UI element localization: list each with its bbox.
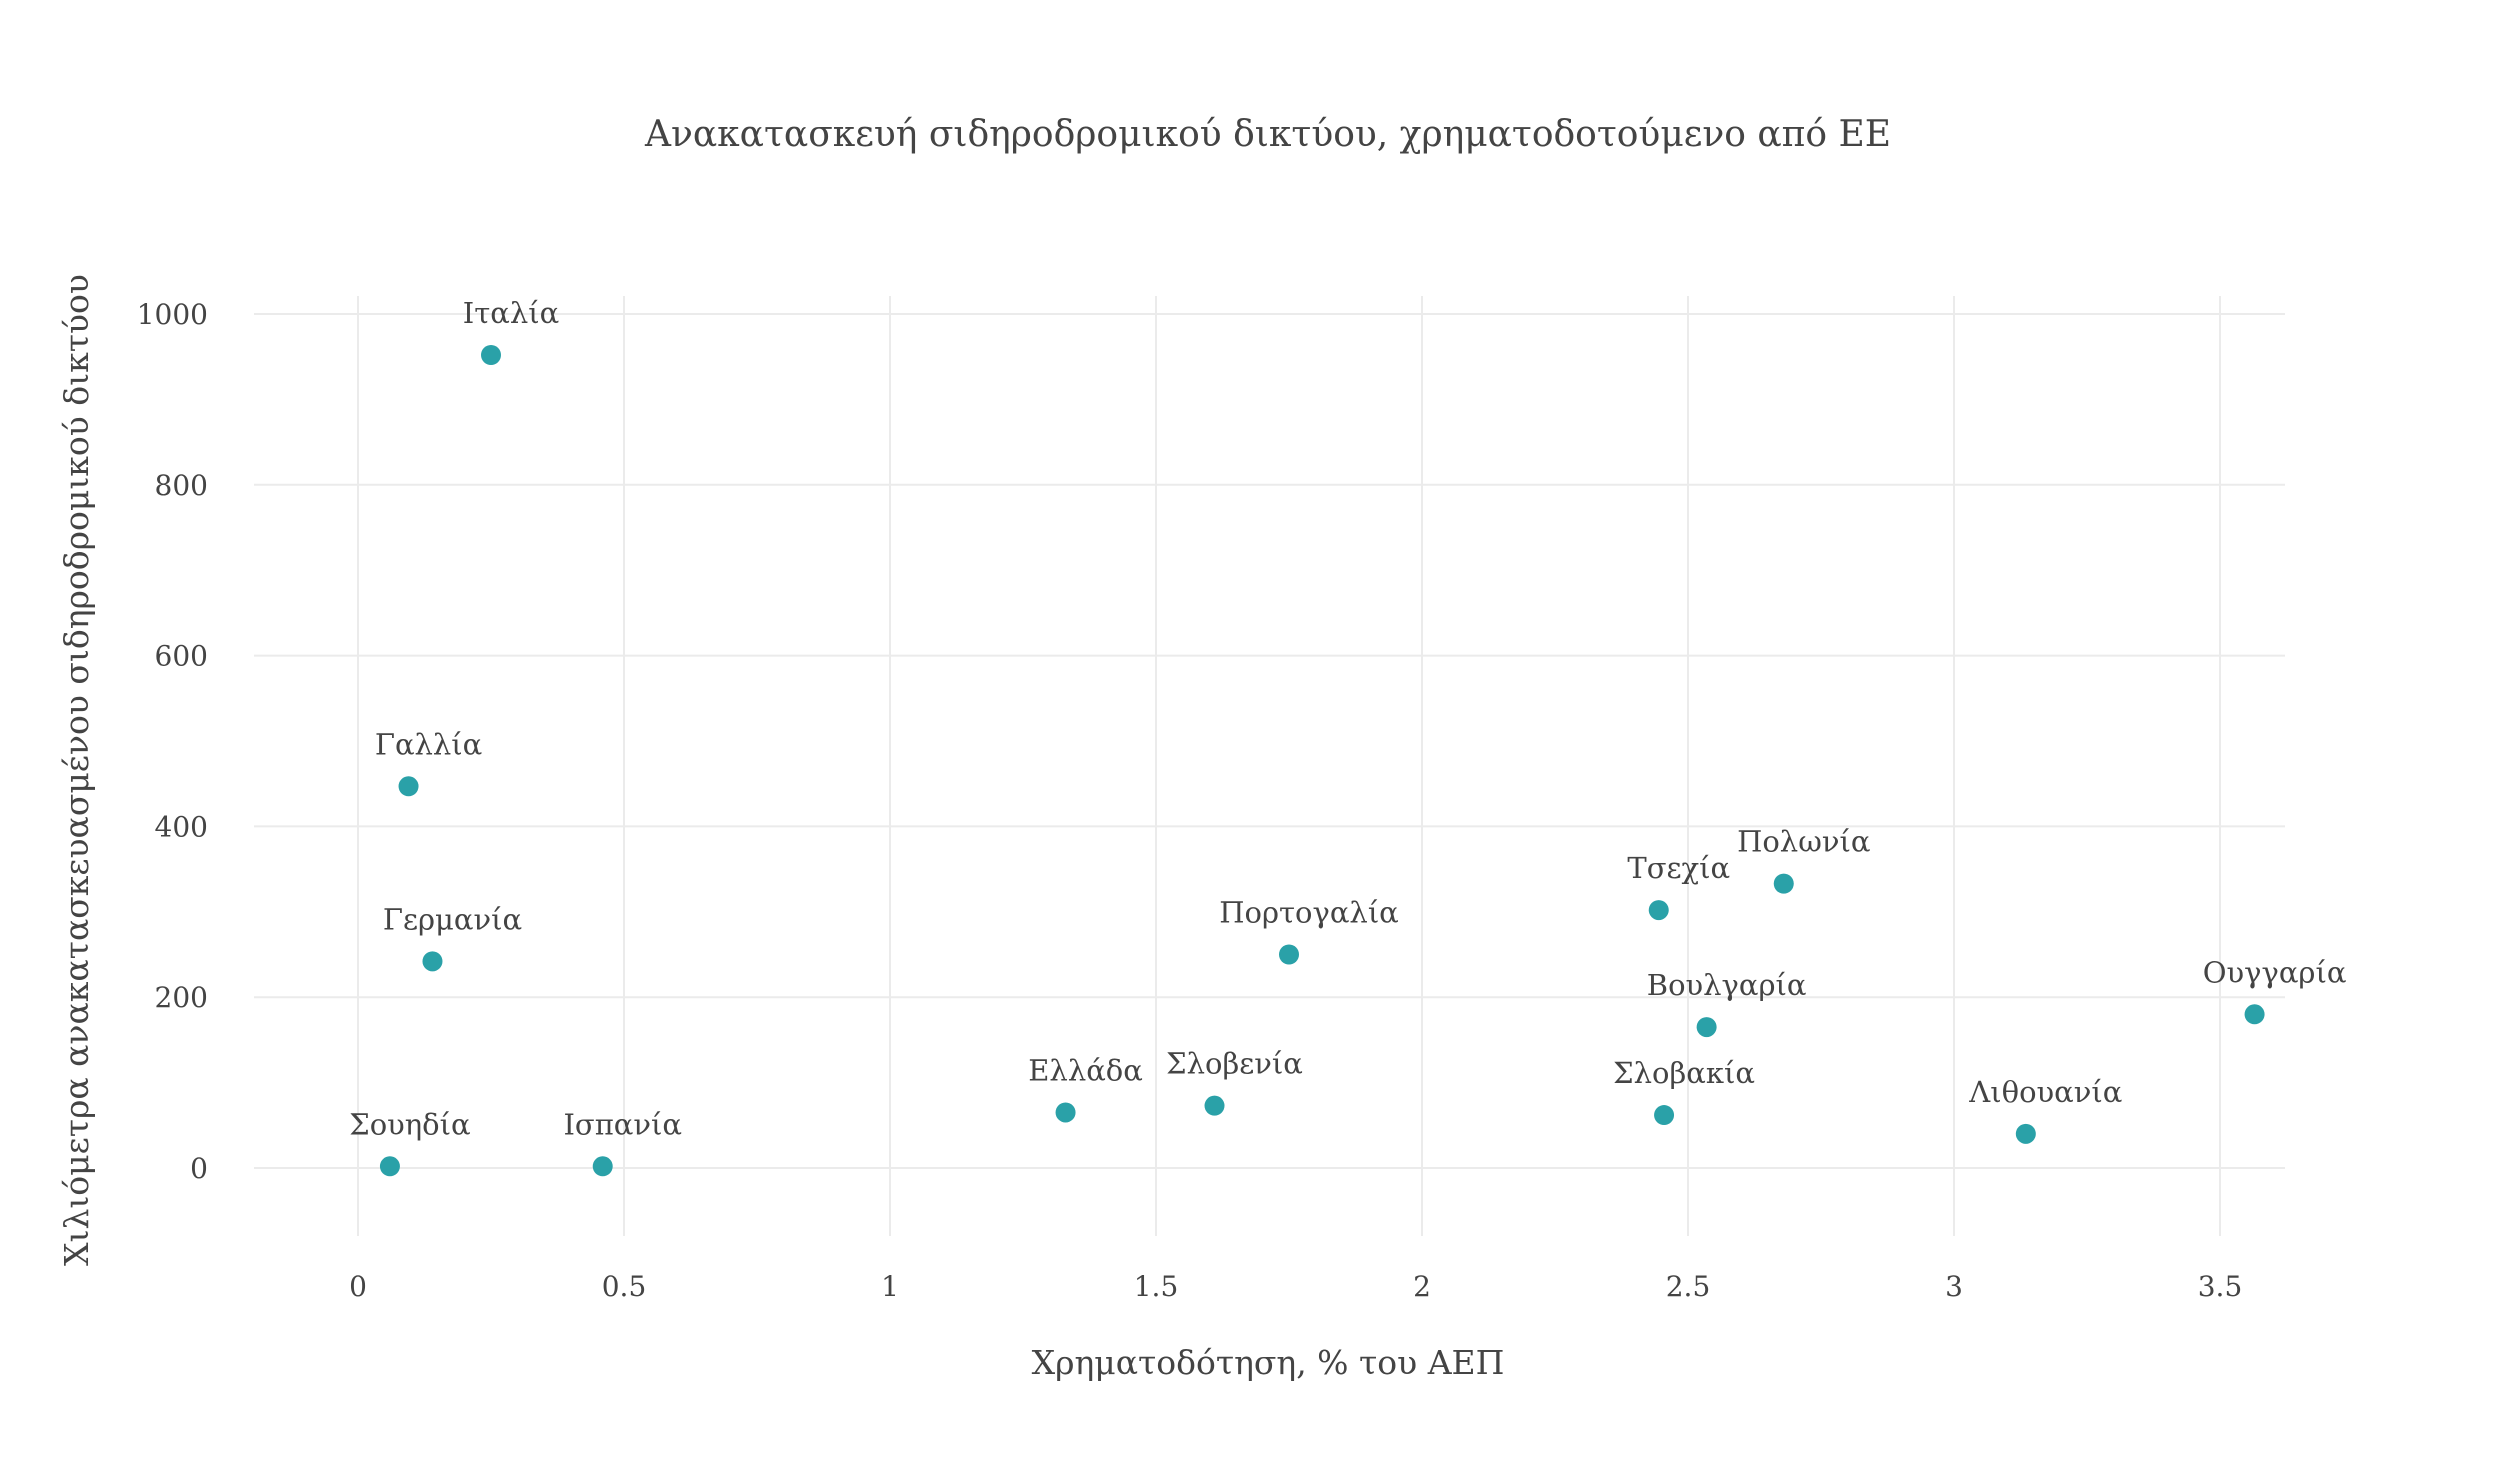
data-point-label: Ισπανία (563, 1107, 681, 1141)
data-point-label: Ελλάδα (1028, 1053, 1143, 1087)
data-point-label: Λιθουανία (1968, 1075, 2122, 1109)
data-points: Ιταλία Γαλλία Γερμανία Σουηδία Ισπανία Ελλάδα… (349, 296, 2347, 1177)
data-point (398, 776, 419, 797)
data-point (592, 1156, 613, 1177)
chart-title: Ανακατασκευή σιδηροδρομικού δικτύου, χρη… (644, 114, 1891, 155)
data-point (2244, 1004, 2265, 1025)
y-tick-label: 400 (155, 810, 208, 843)
data-point (1773, 873, 1794, 894)
data-point-label: Σλοβακία (1613, 1056, 1755, 1090)
data-point (1204, 1095, 1225, 1116)
x-tick-label: 0 (349, 1270, 367, 1303)
data-point (1696, 1017, 1717, 1038)
data-point-label: Τσεχία (1627, 851, 1730, 885)
y-tick-label: 600 (155, 640, 208, 673)
data-point-label: Σουηδία (349, 1107, 470, 1141)
data-point-label: Σλοβενία (1166, 1047, 1303, 1081)
x-axis-ticks: 0 0.5 1 1.5 2 2.5 3 3.5 (349, 1270, 2242, 1303)
grid-lines (254, 296, 2285, 1236)
data-point-label: Πορτογαλία (1219, 896, 1399, 930)
data-point (1648, 900, 1669, 921)
y-tick-label: 1000 (137, 298, 208, 331)
data-point (2015, 1123, 2036, 1144)
data-point-label: Πολωνία (1737, 825, 1870, 859)
data-point (1654, 1105, 1675, 1126)
y-tick-label: 0 (190, 1152, 208, 1185)
data-point-label: Ιταλία (463, 296, 559, 330)
data-point-label: Βουλγαρία (1647, 968, 1807, 1002)
x-tick-label: 3 (1945, 1270, 1963, 1303)
x-tick-label: 1.5 (1134, 1270, 1179, 1303)
y-axis-ticks: 0 200 400 600 800 1000 (137, 298, 208, 1185)
x-tick-label: 3.5 (2198, 1270, 2243, 1303)
data-point (481, 344, 501, 365)
data-point (422, 951, 443, 972)
y-tick-label: 200 (155, 981, 208, 1014)
x-tick-label: 0.5 (602, 1270, 647, 1303)
y-tick-label: 800 (155, 469, 208, 502)
data-point (1279, 944, 1299, 965)
x-tick-label: 1 (881, 1270, 899, 1303)
x-tick-label: 2 (1413, 1270, 1431, 1303)
data-point-label: Γαλλία (375, 727, 482, 761)
data-point-label: Γερμανία (383, 902, 522, 936)
data-point (1055, 1102, 1076, 1123)
x-axis-label: Χρηματοδότηση, % του ΑΕΠ (1032, 1343, 1505, 1382)
y-axis-label: Χιλιόμετρα ανακατασκευασμένου σιδηροδρομ… (57, 274, 96, 1266)
data-point (379, 1156, 400, 1177)
x-tick-label: 2.5 (1666, 1270, 1711, 1303)
data-point-label: Ουγγαρία (2203, 955, 2347, 989)
